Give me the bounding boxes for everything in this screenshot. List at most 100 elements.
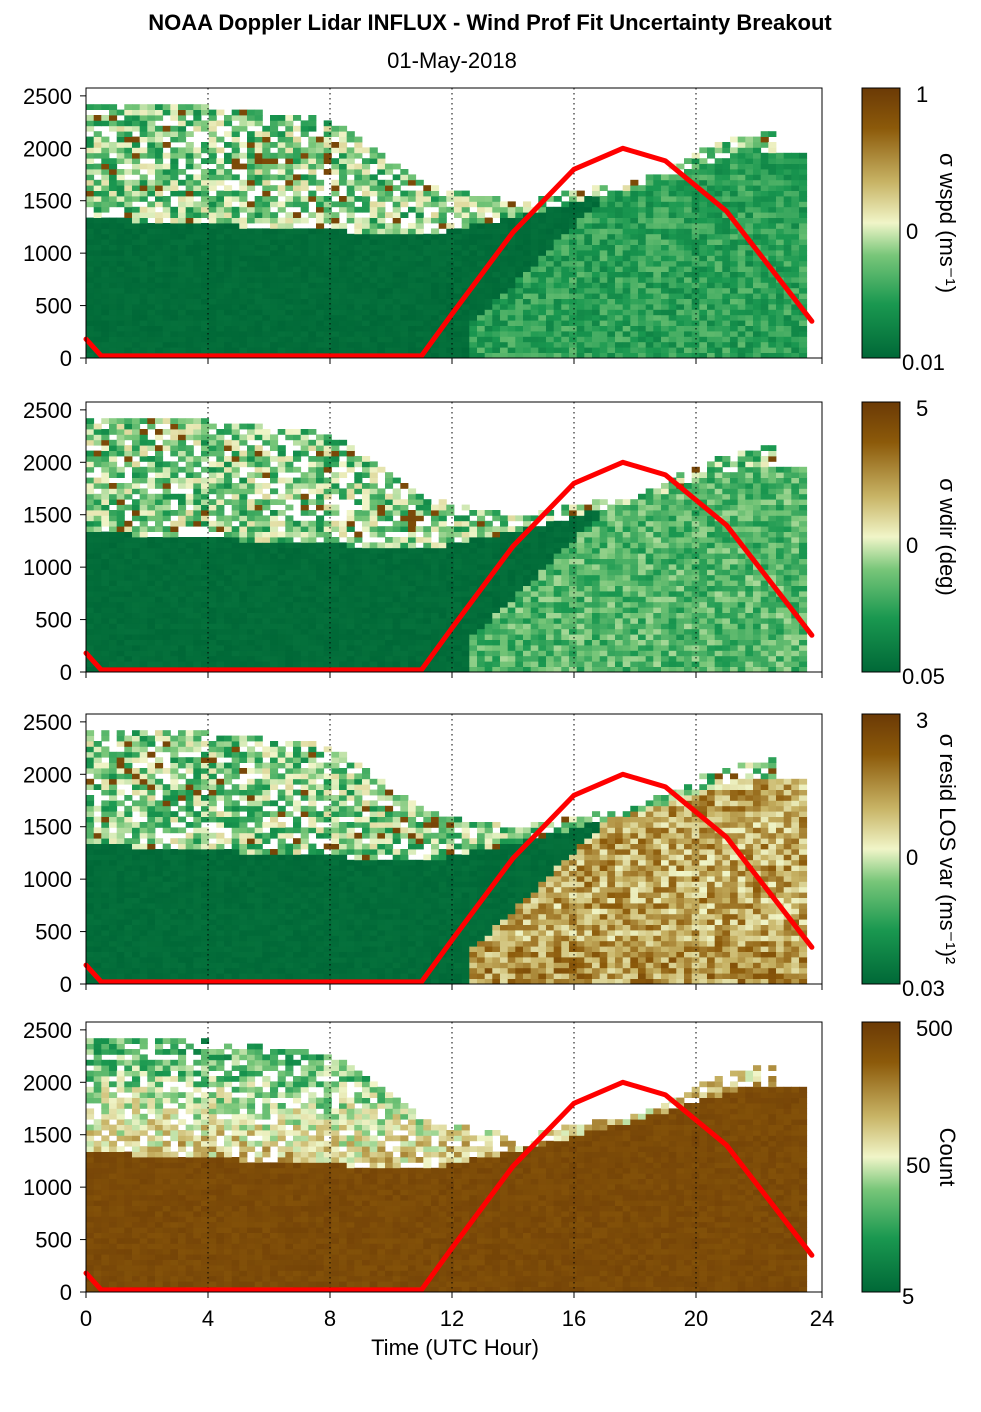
heatmap-cell xyxy=(293,331,302,337)
heatmap-cell xyxy=(201,233,210,240)
heatmap-cell xyxy=(262,179,271,186)
heatmap-cell xyxy=(331,612,340,619)
heatmap-cell xyxy=(776,185,785,191)
heatmap-cell xyxy=(193,309,202,316)
heatmap-cell xyxy=(293,580,302,586)
heatmap-cell xyxy=(461,336,470,343)
heatmap-cell xyxy=(270,574,279,581)
heatmap-cell xyxy=(776,331,785,337)
heatmap-cell xyxy=(791,239,800,245)
heatmap-cell xyxy=(691,239,700,245)
heatmap-cell xyxy=(93,618,102,624)
heatmap-cell xyxy=(561,277,570,283)
heatmap-cell xyxy=(201,569,210,576)
heatmap-cell xyxy=(538,217,547,224)
heatmap-cell xyxy=(193,618,202,624)
heatmap-cell xyxy=(783,309,792,316)
heatmap-cell xyxy=(584,304,593,310)
heatmap-cell xyxy=(584,325,593,332)
heatmap-cell xyxy=(477,352,486,359)
heatmap-cell xyxy=(530,347,539,353)
heatmap-cell xyxy=(262,628,271,635)
heatmap-cell xyxy=(300,623,309,630)
heatmap-cell xyxy=(93,623,102,630)
heatmap-cell xyxy=(93,255,102,262)
heatmap-cell xyxy=(776,250,785,256)
heatmap-cell xyxy=(691,158,700,164)
heatmap-cell xyxy=(791,223,800,229)
heatmap-cell xyxy=(461,206,470,213)
heatmap-cell xyxy=(277,271,286,278)
heatmap-cell xyxy=(760,244,769,251)
heatmap-cell xyxy=(737,347,746,353)
heatmap-cell xyxy=(86,601,95,608)
heatmap-cell xyxy=(331,336,340,343)
heatmap-cell xyxy=(369,628,378,635)
heatmap-cell xyxy=(630,206,639,213)
heatmap-cell xyxy=(377,309,386,316)
heatmap-cell xyxy=(178,152,187,159)
heatmap-cell xyxy=(385,255,394,262)
heatmap-cell xyxy=(139,320,148,326)
heatmap-cell xyxy=(277,645,286,651)
heatmap-cell xyxy=(753,282,762,289)
heatmap-cell xyxy=(316,655,325,662)
heatmap-cell xyxy=(584,244,593,251)
heatmap-cell xyxy=(707,266,716,272)
heatmap-cell xyxy=(791,347,800,353)
heatmap-cell xyxy=(208,142,217,148)
heatmap-cell xyxy=(239,201,248,208)
heatmap-cell xyxy=(576,206,585,213)
heatmap-cell xyxy=(239,266,248,272)
heatmap-cell xyxy=(569,325,578,332)
heatmap-cell xyxy=(408,239,417,245)
heatmap-cell xyxy=(239,661,248,667)
heatmap-cell xyxy=(431,352,440,359)
heatmap-cell xyxy=(530,336,539,343)
heatmap-cell xyxy=(431,201,440,208)
heatmap-cell xyxy=(208,201,217,208)
heatmap-cell xyxy=(254,645,263,651)
heatmap-cell xyxy=(645,298,654,305)
heatmap-cell xyxy=(170,228,179,235)
heatmap-cell xyxy=(193,147,202,154)
heatmap-cell xyxy=(86,336,95,343)
heatmap-cell xyxy=(208,477,217,484)
heatmap-cell xyxy=(446,336,455,343)
heatmap-cell xyxy=(101,115,110,121)
heatmap-cell xyxy=(86,287,95,294)
heatmap-cell xyxy=(346,282,355,289)
heatmap-cell xyxy=(231,314,240,321)
heatmap-cell xyxy=(553,293,562,299)
heatmap-cell xyxy=(469,287,478,294)
heatmap-cell xyxy=(722,277,731,283)
heatmap-cell xyxy=(116,109,125,116)
heatmap-cell xyxy=(438,196,447,202)
heatmap-cell xyxy=(285,304,294,310)
heatmap-cell xyxy=(170,212,179,218)
heatmap-cell xyxy=(162,531,171,538)
heatmap-cell xyxy=(201,488,210,495)
heatmap-cell xyxy=(408,336,417,343)
heatmap-cell xyxy=(93,260,102,267)
heatmap-cell xyxy=(109,542,118,549)
heatmap-cell xyxy=(293,163,302,170)
heatmap-cell xyxy=(316,650,325,657)
heatmap-cell xyxy=(216,309,225,316)
heatmap-cell xyxy=(132,472,141,478)
heatmap-cell xyxy=(653,190,662,197)
heatmap-cell xyxy=(316,304,325,310)
heatmap-cell xyxy=(231,564,240,570)
heatmap-cell xyxy=(93,439,102,446)
heatmap-cell xyxy=(116,628,125,635)
heatmap-cell xyxy=(101,520,110,527)
heatmap-cell xyxy=(423,298,432,305)
heatmap-cell xyxy=(216,439,225,446)
heatmap-cell xyxy=(178,634,187,640)
heatmap-cell xyxy=(530,287,539,294)
heatmap-cell xyxy=(630,331,639,337)
heatmap-cell xyxy=(300,553,309,559)
heatmap-cell xyxy=(262,142,271,148)
heatmap-cell xyxy=(599,320,608,326)
heatmap-cell xyxy=(224,612,233,619)
